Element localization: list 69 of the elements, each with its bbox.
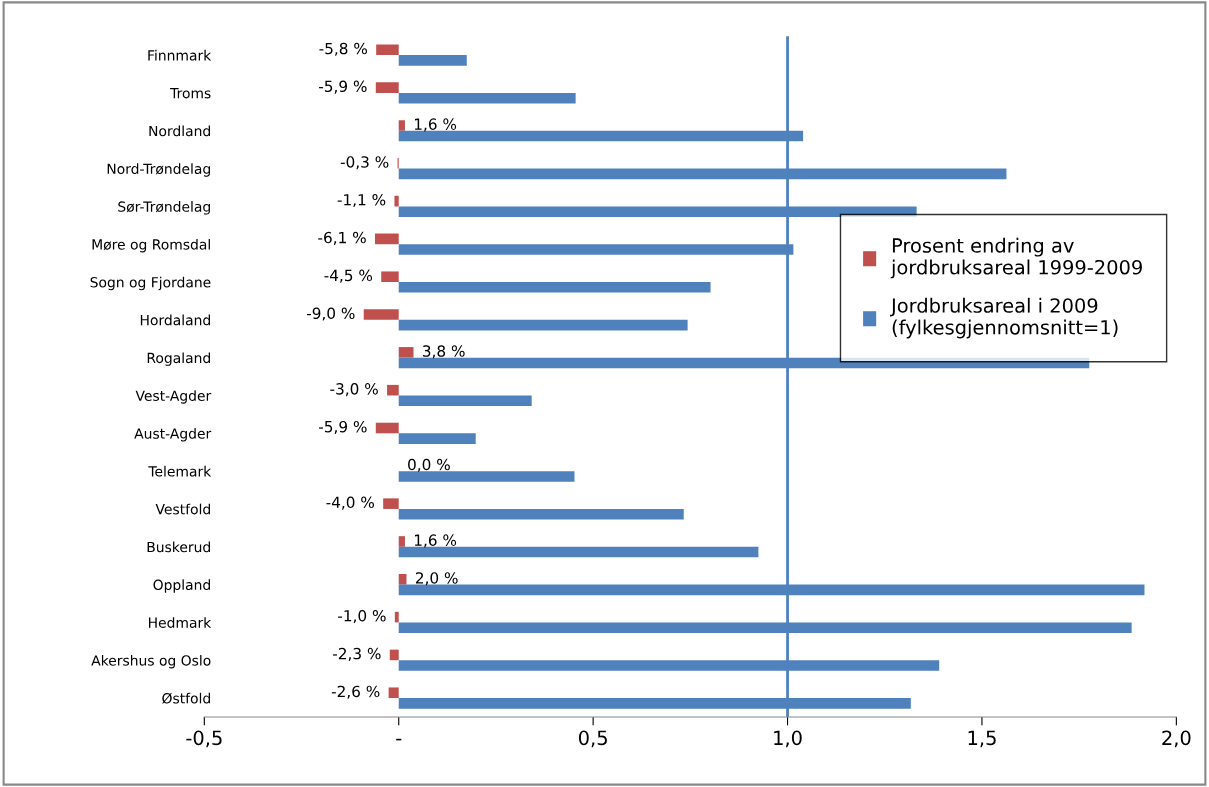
data-label: -6,1 % — [318, 231, 366, 245]
bar — [398, 319, 688, 331]
y-tick-label: Vestfold — [155, 503, 210, 515]
data-label: -1,1 % — [337, 193, 386, 208]
y-tick-label: Sogn og Fjordane — [90, 276, 211, 291]
bar — [398, 508, 684, 520]
y-tick-label: Finnmark — [148, 49, 212, 61]
x-tick-label: - — [396, 738, 402, 741]
bar — [398, 536, 405, 547]
bar — [375, 82, 399, 93]
bar — [398, 347, 414, 358]
x-tick-label: 0,5 — [578, 730, 607, 748]
y-tick-label: Hedmark — [148, 617, 212, 628]
bar — [394, 195, 399, 207]
bar — [398, 546, 759, 558]
bar — [398, 395, 532, 407]
y-tick-label: Rogaland — [147, 352, 210, 366]
y-tick-label: Oppland — [153, 579, 210, 593]
x-tick-label: 1,5 — [968, 730, 996, 748]
x-tick-label: -0,5 — [186, 730, 222, 748]
y-tick-label: Sør-Trøndelag — [118, 201, 210, 215]
y-tick-label: Aust-Agder — [134, 428, 212, 442]
y-tick-label: Nord-Trøndelag — [107, 163, 210, 177]
y-tick-label: Nordland — [149, 125, 210, 137]
bar — [398, 471, 575, 482]
data-label: 1,6 % — [414, 534, 457, 548]
x-tick-label: 2,0 — [1162, 730, 1191, 748]
data-label: -4,0 % — [326, 496, 374, 510]
bar — [398, 92, 576, 104]
bar — [398, 574, 407, 585]
bar — [387, 384, 399, 396]
data-label: -0,3 % — [340, 156, 389, 170]
bar — [383, 498, 399, 509]
bar — [394, 611, 399, 623]
data-label: -4,5 % — [324, 269, 373, 283]
bar — [398, 55, 467, 66]
y-tick-label: Buskerud — [147, 541, 210, 553]
y-tick-label: Akershus og Oslo — [91, 654, 211, 669]
bar — [398, 282, 711, 293]
bar — [398, 120, 405, 131]
bar — [376, 44, 399, 56]
data-label: 1,6 % — [414, 118, 457, 132]
bar — [375, 233, 399, 245]
data-label: -9,0 % — [306, 307, 355, 321]
x-tick-label: 1,0 — [774, 730, 802, 748]
data-label: 3,8 % — [423, 345, 465, 359]
data-label: 0,0 % — [408, 458, 450, 472]
data-label: -5,9 % — [319, 420, 367, 435]
y-tick-label: Østfold — [162, 692, 210, 704]
bar — [363, 309, 399, 320]
bar — [388, 687, 399, 699]
data-label: -3,0 % — [330, 383, 378, 397]
data-label: -5,8 % — [319, 42, 367, 56]
y-tick-label: Troms — [170, 88, 211, 99]
y-tick-label: Møre og Romsdal — [92, 238, 210, 253]
bar — [389, 649, 399, 661]
data-label: 2,0 % — [415, 572, 458, 586]
legend-label: Jordbruksareal i 2009 (fylkesgjennomsnitt=1) — [890, 297, 1118, 339]
y-tick-label: Telemark — [148, 465, 212, 477]
data-label: -1,0 % — [338, 609, 386, 624]
data-label: -2,6 % — [331, 685, 380, 699]
data-label: -2,3 % — [333, 647, 381, 661]
data-label: -5,9 % — [319, 80, 367, 94]
y-tick-label: Hordaland — [140, 314, 210, 326]
legend-label: Prosent endring av jordbruksareal 1999-2009 — [890, 237, 1142, 279]
bar — [381, 271, 399, 283]
bar — [398, 433, 476, 444]
bar — [375, 422, 399, 434]
y-tick-label: Vest-Agder — [135, 390, 212, 404]
